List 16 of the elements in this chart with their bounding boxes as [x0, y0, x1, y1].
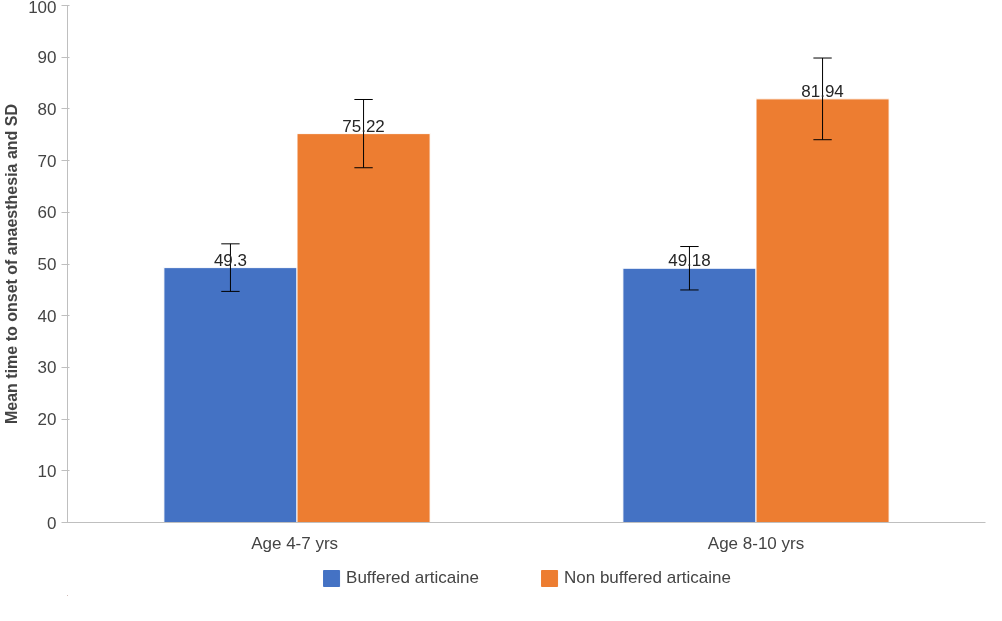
y-axis-title: Mean time to onset of anaesthesia and SD: [3, 103, 21, 425]
y-tick-label: 80: [37, 99, 57, 119]
y-tick-label: 0: [47, 513, 57, 533]
legend-label: Non buffered articaine: [563, 567, 731, 588]
legend-label: Buffered articaine: [346, 567, 479, 588]
y-tick-label: 30: [37, 358, 57, 378]
x-tick-label: Age 8-10 yrs: [707, 533, 805, 553]
y-tick-label: 10: [37, 461, 57, 481]
y-tick-label: 20: [37, 410, 57, 430]
x-tick-label: Age 4-7 yrs: [251, 533, 339, 553]
y-tick-label: 90: [37, 48, 57, 68]
y-tick-label: 40: [37, 306, 57, 326]
y-tick-label: 100: [28, 0, 57, 17]
y-tick-label: 70: [37, 151, 57, 171]
y-tick-label: 50: [37, 255, 57, 274]
y-tick-label: 60: [37, 203, 57, 223]
